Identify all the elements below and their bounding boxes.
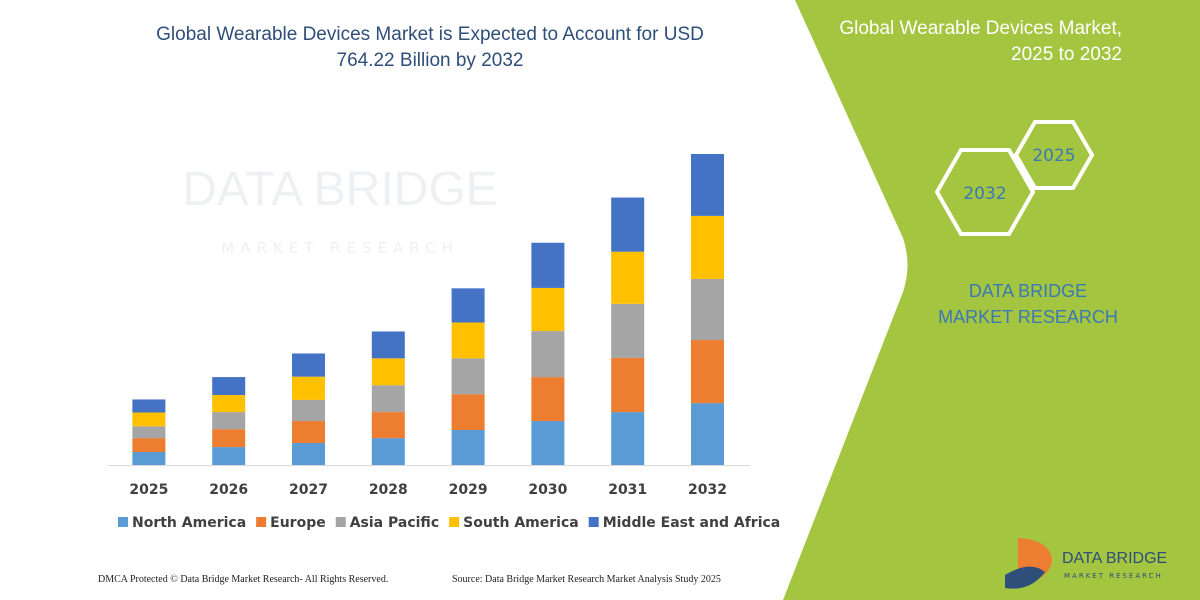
bar-segment bbox=[292, 353, 325, 377]
bar-segment bbox=[691, 154, 724, 216]
bar-segment bbox=[132, 412, 166, 427]
x-tick-label: 2028 bbox=[369, 482, 408, 498]
bar-segment bbox=[292, 399, 325, 422]
x-tick-label: 2025 bbox=[129, 482, 168, 498]
logo-name: DATA BRIDGE bbox=[1062, 550, 1167, 567]
watermark-name: DATA BRIDGE bbox=[182, 163, 498, 216]
bar-segment bbox=[212, 447, 246, 465]
panel-title: Global Wearable Devices Market, 2025 to … bbox=[839, 18, 1122, 65]
bar-segment bbox=[371, 331, 405, 359]
legend-swatch bbox=[118, 517, 128, 527]
x-tick-label: 2027 bbox=[289, 482, 328, 498]
legend-label: Asia Pacific bbox=[350, 515, 439, 531]
bar-segment bbox=[691, 215, 724, 279]
bar-segment bbox=[132, 438, 166, 452]
bar-segment bbox=[292, 443, 325, 465]
x-tick-label: 2029 bbox=[449, 482, 488, 498]
bar-segment bbox=[611, 251, 645, 304]
bar-segment bbox=[611, 357, 645, 413]
panel-brand: DATA BRIDGE MARKET RESEARCH bbox=[938, 281, 1118, 327]
bar-segment bbox=[451, 322, 485, 359]
bar-segment bbox=[611, 197, 645, 252]
bar-segment bbox=[212, 394, 246, 413]
side-panel bbox=[783, 0, 1200, 600]
hexagon bbox=[934, 148, 1036, 236]
legend-label: Europe bbox=[270, 515, 326, 531]
bar-segment bbox=[132, 399, 166, 413]
bar-segment bbox=[371, 385, 405, 413]
legend-label: North America bbox=[132, 515, 246, 531]
source: Source: Data Bridge Market Research Mark… bbox=[452, 574, 721, 585]
legend-swatch bbox=[256, 517, 267, 527]
legend-swatch bbox=[335, 517, 346, 527]
end-year: 2032 bbox=[963, 184, 1006, 204]
bar-segment bbox=[451, 358, 485, 395]
bar-segment bbox=[691, 403, 724, 465]
logo-tagline: MARKET RESEARCH bbox=[1064, 572, 1163, 580]
bar-segment bbox=[611, 303, 645, 358]
bar-segment bbox=[371, 412, 405, 439]
bar-segment bbox=[212, 412, 246, 430]
start-year: 2025 bbox=[1032, 146, 1075, 166]
bar-segment bbox=[212, 429, 246, 448]
bar-segment bbox=[292, 376, 325, 400]
bar-segment bbox=[531, 287, 565, 332]
bar-segment bbox=[132, 451, 166, 465]
bar-segment bbox=[371, 438, 405, 465]
logo-mark bbox=[1005, 566, 1045, 589]
x-tick-label: 2031 bbox=[608, 482, 647, 498]
bar-segment bbox=[132, 426, 166, 439]
bar-segment bbox=[531, 331, 565, 378]
bar-segment bbox=[531, 242, 565, 288]
x-tick-label: 2032 bbox=[688, 482, 727, 498]
bar-segment bbox=[611, 412, 645, 465]
bar-segment bbox=[212, 377, 246, 395]
bar-segment bbox=[451, 429, 485, 465]
bar-segment bbox=[371, 358, 405, 386]
copyright: DMCA Protected © Data Bridge Market Rese… bbox=[98, 574, 388, 585]
legend-swatch bbox=[449, 517, 460, 527]
chart-title: Global Wearable Devices Market is Expect… bbox=[156, 24, 704, 71]
bar-segment bbox=[531, 421, 565, 465]
bar-segment bbox=[451, 394, 485, 430]
bar-segment bbox=[451, 288, 485, 323]
x-tick-label: 2026 bbox=[209, 482, 248, 498]
legend-label: South America bbox=[463, 515, 579, 531]
bar-segment bbox=[691, 340, 724, 404]
bar-segment bbox=[531, 377, 565, 422]
legend-swatch bbox=[588, 517, 599, 527]
watermark-tagline: MARKET RESEARCH bbox=[221, 239, 458, 257]
hexagon bbox=[1013, 120, 1095, 190]
bar-segment bbox=[292, 421, 325, 444]
legend-label: Middle East and Africa bbox=[603, 515, 781, 531]
bar-segment bbox=[691, 278, 724, 341]
x-tick-label: 2030 bbox=[528, 482, 567, 498]
